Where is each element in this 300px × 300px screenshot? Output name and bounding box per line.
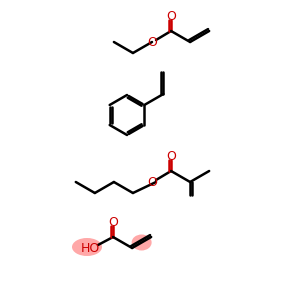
Text: O: O: [147, 176, 157, 188]
Ellipse shape: [132, 235, 152, 250]
Text: O: O: [108, 215, 118, 229]
Text: HO: HO: [80, 242, 100, 254]
Text: O: O: [147, 35, 157, 49]
Ellipse shape: [72, 238, 102, 256]
Text: O: O: [166, 149, 176, 163]
Text: O: O: [166, 10, 176, 22]
